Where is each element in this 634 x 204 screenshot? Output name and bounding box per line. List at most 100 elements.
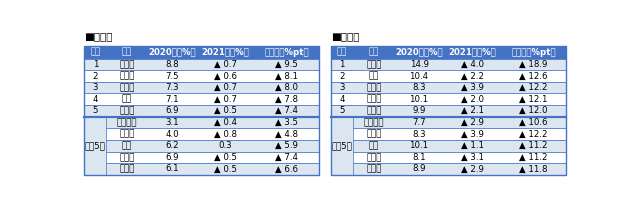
Text: 5: 5 [339, 106, 345, 115]
Text: 1: 1 [93, 60, 98, 69]
Bar [84, 117, 319, 128]
Text: ▲ 11.2: ▲ 11.2 [519, 153, 548, 162]
Text: ▲ 0.8: ▲ 0.8 [214, 130, 237, 139]
Text: ▲ 8.1: ▲ 8.1 [275, 72, 298, 81]
Text: 3: 3 [93, 83, 98, 92]
Text: 4: 4 [93, 95, 98, 104]
Text: 2: 2 [93, 72, 98, 81]
Text: 10.1: 10.1 [410, 95, 429, 104]
Text: 変化幅（%pt）: 変化幅（%pt） [511, 48, 556, 57]
Text: ▲ 3.9: ▲ 3.9 [461, 83, 484, 92]
Text: ▲ 12.1: ▲ 12.1 [519, 95, 548, 104]
Text: 千代田区: 千代田区 [364, 118, 384, 127]
Text: ▲ 2.2: ▲ 2.2 [461, 72, 484, 81]
Bar [84, 152, 319, 163]
Bar [331, 46, 566, 175]
Text: 港区: 港区 [122, 141, 132, 150]
Text: ■住宅地: ■住宅地 [84, 31, 113, 41]
Text: 港区: 港区 [369, 141, 379, 150]
Bar [84, 93, 319, 105]
Text: 8.8: 8.8 [165, 60, 179, 69]
Text: ▲ 0.7: ▲ 0.7 [214, 60, 237, 69]
Text: 渋谷区: 渋谷区 [119, 164, 134, 173]
Text: ▲ 0.7: ▲ 0.7 [214, 83, 237, 92]
Text: 都心5区: 都心5区 [332, 141, 353, 150]
Bar [331, 93, 566, 105]
Text: 順位: 順位 [337, 48, 347, 57]
Text: 豊島区: 豊島区 [119, 72, 134, 81]
Bar [84, 70, 319, 82]
Text: ▲ 3.1: ▲ 3.1 [461, 153, 484, 162]
Text: 7.1: 7.1 [165, 95, 179, 104]
Text: 荒川区: 荒川区 [366, 95, 382, 104]
Text: 中央区: 中央区 [366, 83, 382, 92]
Text: 10.4: 10.4 [410, 72, 429, 81]
Text: ▲ 2.0: ▲ 2.0 [461, 95, 484, 104]
Bar [84, 140, 319, 152]
Bar [331, 152, 566, 163]
Text: ▲ 2.1: ▲ 2.1 [461, 106, 484, 115]
Bar [331, 128, 566, 140]
Bar [84, 82, 319, 93]
Text: 5: 5 [93, 106, 98, 115]
Text: 区名: 区名 [369, 48, 379, 57]
Bar [84, 117, 107, 175]
Text: 2: 2 [339, 72, 345, 81]
Text: ▲ 9.5: ▲ 9.5 [275, 60, 298, 69]
Text: 中央区: 中央区 [366, 130, 382, 139]
Text: ▲ 4.8: ▲ 4.8 [275, 130, 298, 139]
Bar [331, 163, 566, 175]
Text: ▲ 0.5: ▲ 0.5 [214, 153, 237, 162]
Text: 北区: 北区 [122, 95, 132, 104]
Text: ▲ 18.9: ▲ 18.9 [519, 60, 548, 69]
Text: 7.3: 7.3 [165, 83, 179, 92]
Text: ▲ 3.9: ▲ 3.9 [461, 130, 484, 139]
Text: ▲ 3.5: ▲ 3.5 [275, 118, 298, 127]
Text: ▲ 11.2: ▲ 11.2 [519, 141, 548, 150]
Text: ▲ 2.9: ▲ 2.9 [461, 118, 484, 127]
Bar [331, 105, 566, 117]
Text: ▲ 0.4: ▲ 0.4 [214, 118, 237, 127]
Text: ▲ 7.4: ▲ 7.4 [275, 106, 298, 115]
Text: ▲ 0.5: ▲ 0.5 [214, 106, 237, 115]
Text: ▲ 10.6: ▲ 10.6 [519, 118, 548, 127]
Text: ▲ 12.6: ▲ 12.6 [519, 72, 548, 81]
Text: 2021年（%）: 2021年（%） [448, 48, 496, 57]
Text: ▲ 0.7: ▲ 0.7 [214, 95, 237, 104]
Text: ▲ 12.0: ▲ 12.0 [519, 106, 548, 115]
Text: 中央区: 中央区 [119, 130, 134, 139]
Text: ▲ 12.2: ▲ 12.2 [519, 130, 548, 139]
Text: 文京区: 文京区 [119, 83, 134, 92]
Text: ▲ 11.8: ▲ 11.8 [519, 164, 548, 173]
Bar [84, 163, 319, 175]
Text: 8.1: 8.1 [412, 153, 426, 162]
Text: 都心5区: 都心5区 [85, 141, 106, 150]
Text: 渋谷区: 渋谷区 [366, 164, 382, 173]
Text: ▲ 0.5: ▲ 0.5 [214, 164, 237, 173]
Text: 6.9: 6.9 [165, 106, 179, 115]
Text: ▲ 7.4: ▲ 7.4 [275, 153, 298, 162]
Text: 新宿区: 新宿区 [119, 153, 134, 162]
Text: ▲ 8.0: ▲ 8.0 [275, 83, 298, 92]
Text: 4: 4 [339, 95, 345, 104]
Text: 新宿区: 新宿区 [119, 106, 134, 115]
Bar [84, 128, 319, 140]
Text: ▲ 6.6: ▲ 6.6 [275, 164, 298, 173]
Text: 9.9: 9.9 [412, 106, 426, 115]
Bar [84, 105, 319, 117]
Text: ▲ 7.8: ▲ 7.8 [275, 95, 298, 104]
Text: 3.1: 3.1 [165, 118, 179, 127]
Text: 荒川区: 荒川区 [119, 60, 134, 69]
Text: ▲ 0.6: ▲ 0.6 [214, 72, 237, 81]
Text: ▲ 2.9: ▲ 2.9 [461, 164, 484, 173]
Text: 2020年（%）: 2020年（%） [395, 48, 443, 57]
Text: ▲ 5.9: ▲ 5.9 [275, 141, 298, 150]
Bar [331, 140, 566, 152]
Text: 6.2: 6.2 [165, 141, 179, 150]
Text: 順位: 順位 [90, 48, 100, 57]
Text: 3: 3 [339, 83, 345, 92]
Bar [84, 46, 319, 59]
Bar [84, 59, 319, 70]
Text: 区名: 区名 [122, 48, 132, 57]
Text: 2021年（%）: 2021年（%） [202, 48, 249, 57]
